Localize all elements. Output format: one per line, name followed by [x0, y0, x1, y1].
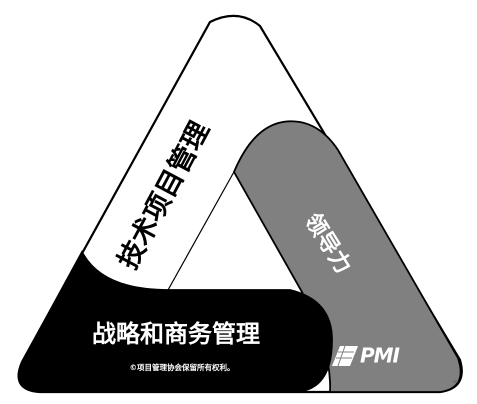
inner-divider-line — [167, 169, 236, 291]
pmi-logo-mark-icon — [332, 345, 358, 367]
copyright-text: ©项目管理协会保留所有权利。 — [130, 362, 235, 372]
strategic-business-label: 战略和商务管理 — [92, 320, 260, 348]
pmi-logo-text: PMI — [360, 344, 401, 368]
trademark-symbol: ™ — [452, 380, 460, 389]
pmi-logo: PMI — [332, 344, 402, 368]
strategic-business-segment — [17, 250, 333, 393]
